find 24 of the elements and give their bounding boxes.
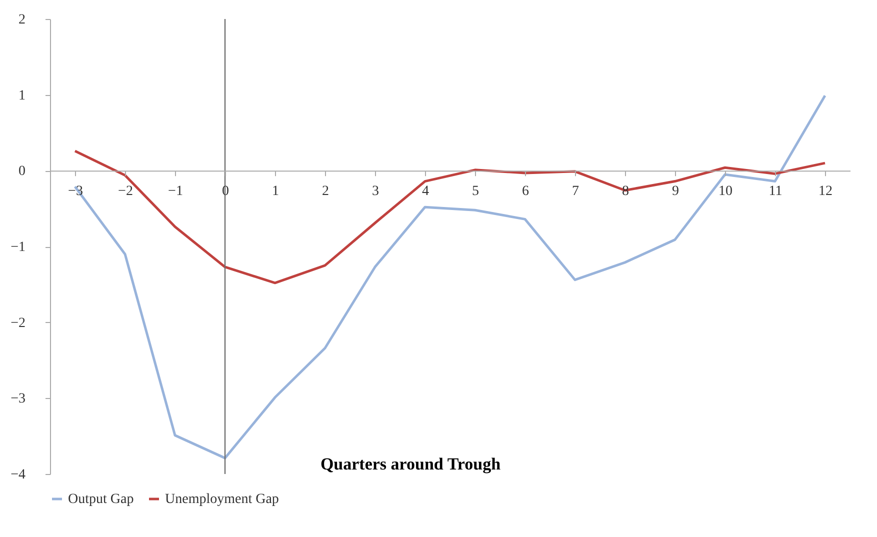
x-tick-label: 12 [818,184,832,200]
y-tick-label: −2 [10,316,26,331]
y-tick-label: −4 [10,468,26,482]
x-tick-label: 2 [322,184,329,200]
y-tick-label: −1 [10,240,26,255]
x-tick-label: 7 [572,184,579,200]
x-tick-label: 10 [718,184,732,200]
x-tick-label: 1 [272,184,279,200]
x-tick-label: −2 [118,184,133,200]
x-tick-label: 3 [372,184,379,200]
y-tick-label: 0 [18,164,26,180]
x-tick-label: −1 [168,184,183,200]
x-tick-label: −3 [68,184,83,200]
y-tick-label: 1 [18,88,26,104]
x-tick-label: 4 [422,184,429,200]
x-axis-title: Quarters around Trough [320,454,502,474]
x-tick-label: 9 [672,184,679,200]
legend-label: Output Gap [68,492,134,507]
y-tick-label: 2 [18,12,26,28]
x-tick-label: 11 [768,184,782,200]
x-tick-label: 5 [472,184,479,200]
legend-label: Unemployment Gap [165,492,279,507]
y-tick-label: −3 [10,392,26,407]
x-tick-label: 6 [522,184,529,200]
